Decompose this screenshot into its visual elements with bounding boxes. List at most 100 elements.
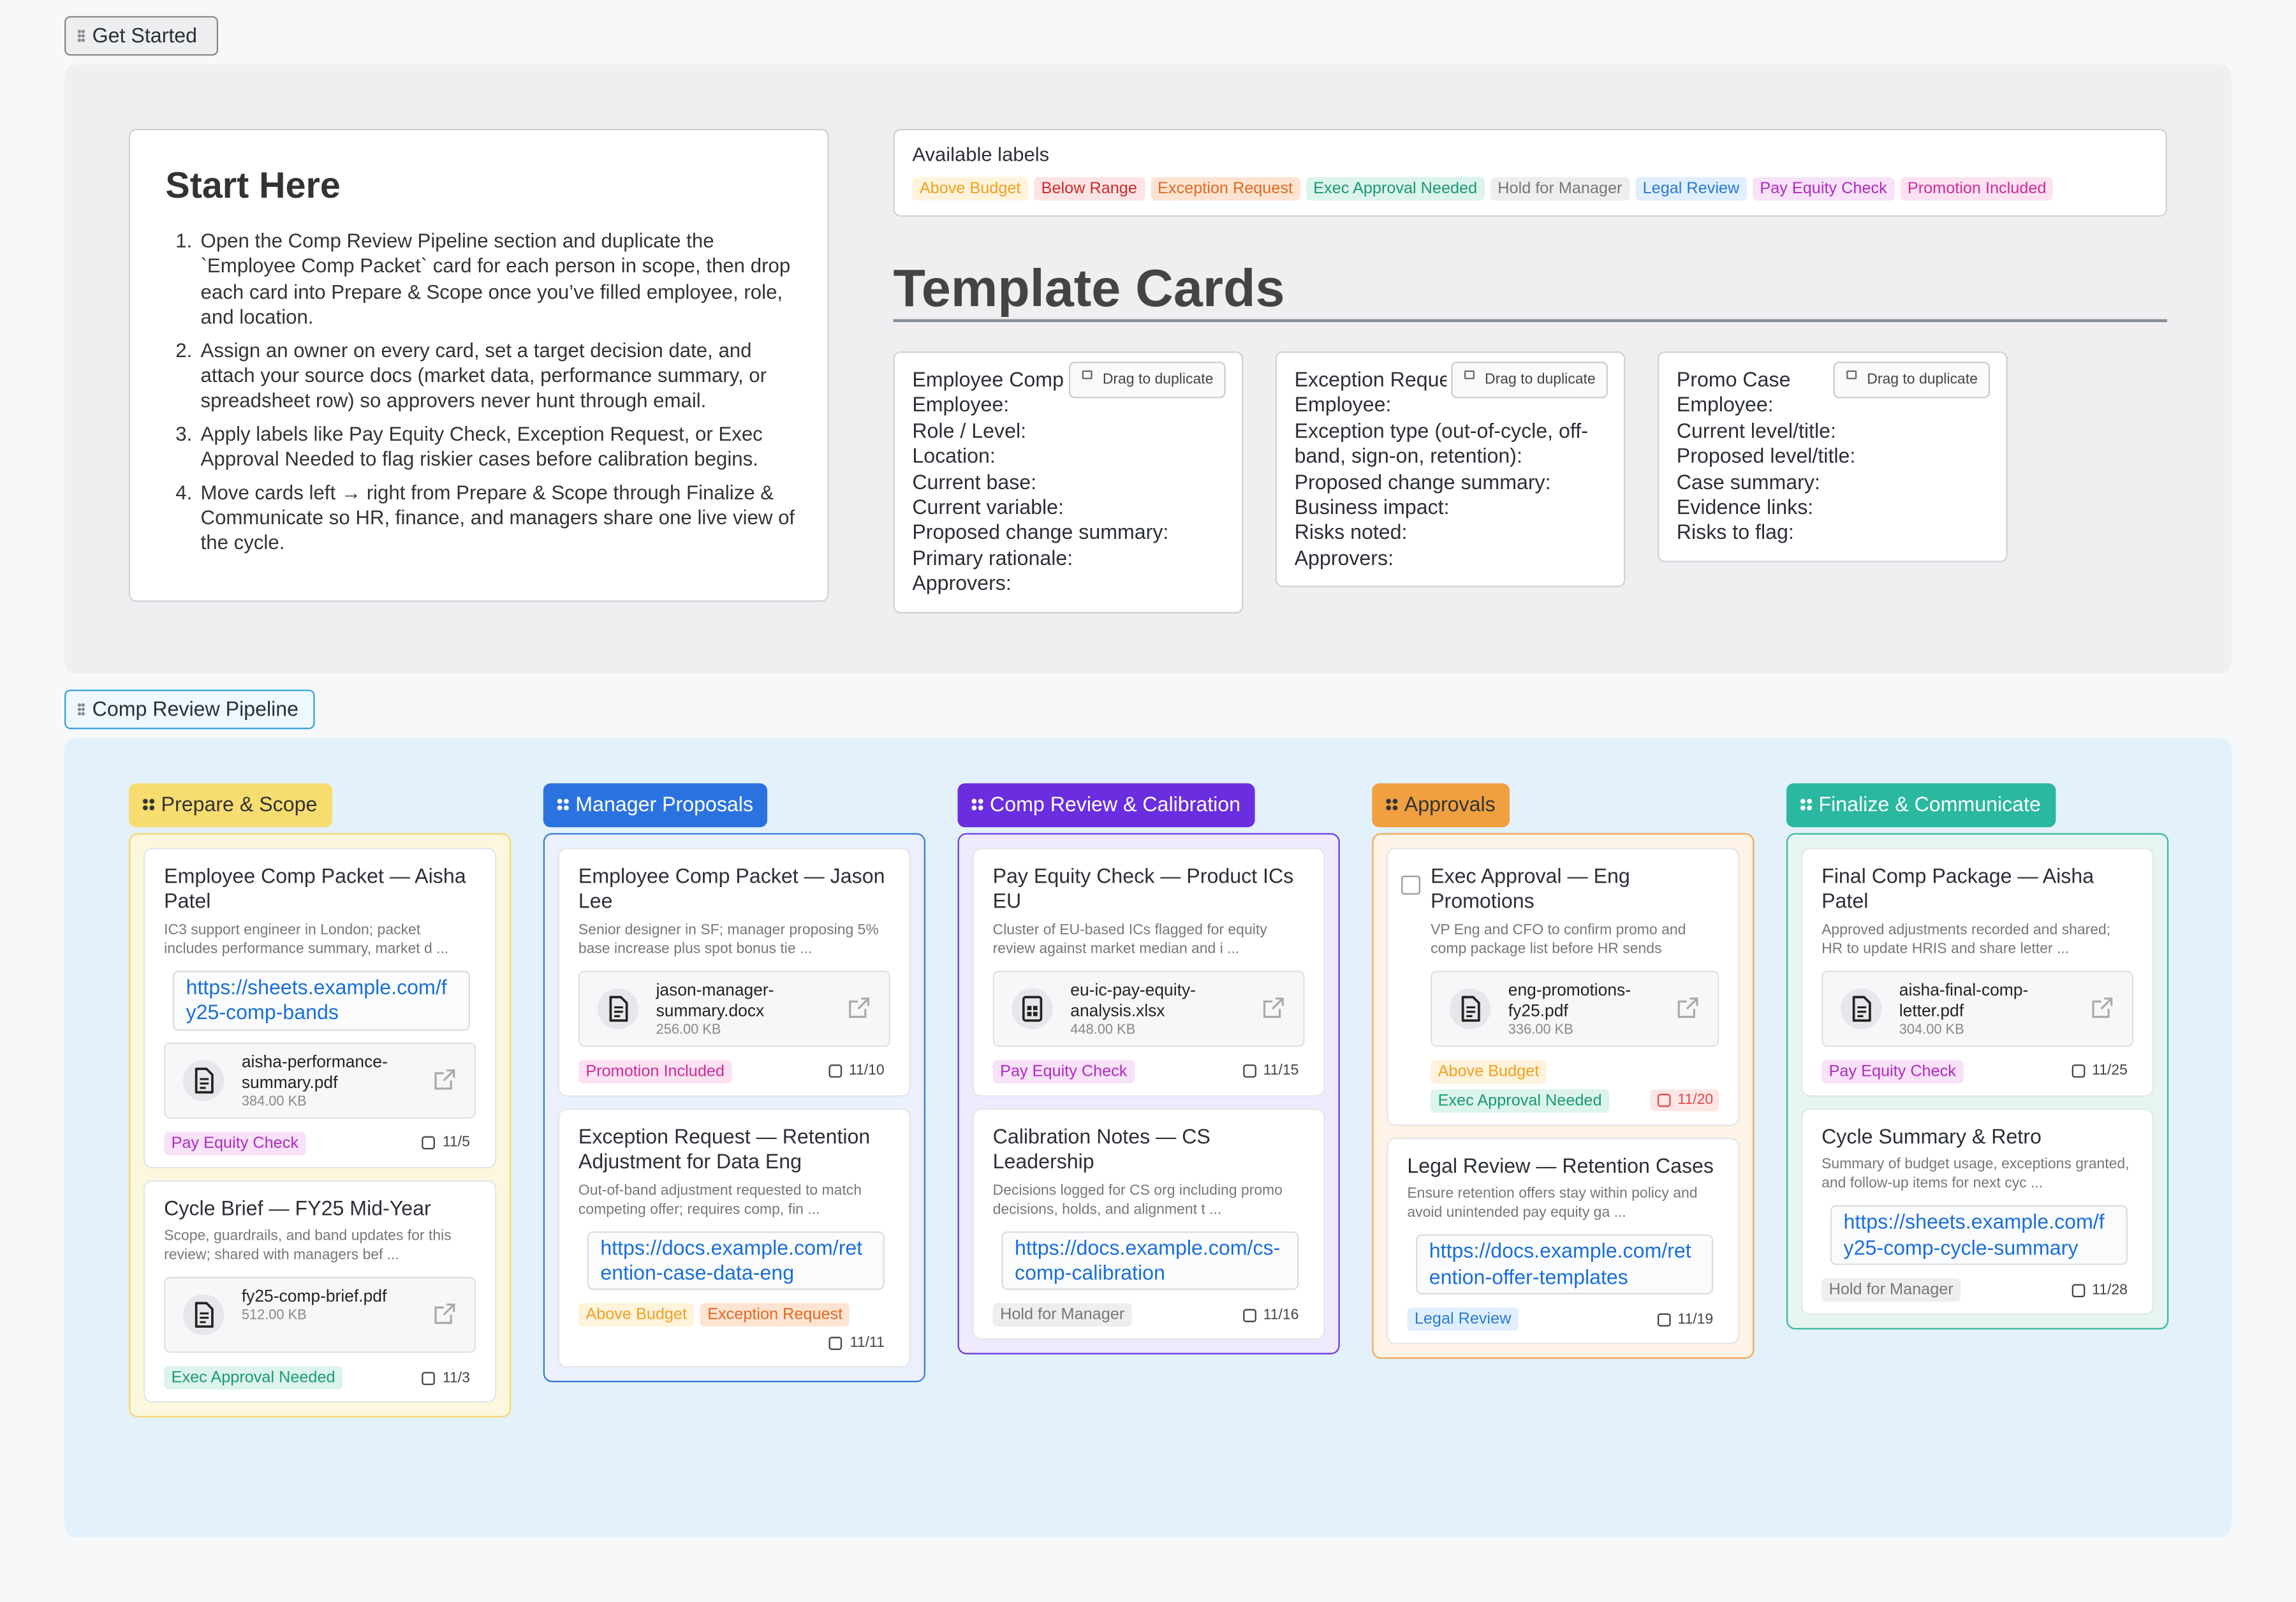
template-field: Exception type (out-of-cycle, off-band, … <box>1294 418 1588 467</box>
card-description: Scope, guardrails, and band updates for … <box>164 1228 452 1264</box>
due-date: 11/5 <box>415 1132 476 1154</box>
card[interactable]: Cycle Summary & Retro Summary of budget u… <box>1802 1109 2152 1314</box>
template-card-title: Exception Reque <box>1294 367 1447 392</box>
card-title: Legal Review — Retention Cases <box>1407 1153 1714 1177</box>
drag-chip[interactable]: Drag to duplicate <box>1451 362 1608 399</box>
step: Move cards left → right from Prepare & S… <box>198 480 798 556</box>
attachment-name: jason-manager-summary.docx 256.00 KB <box>656 981 830 1040</box>
due-date: 11/11 <box>822 1333 890 1355</box>
card-link[interactable]: https://docs.example.com/retention-case-… <box>587 1230 885 1291</box>
card[interactable]: Exception Request — Retention Adjustment… <box>559 1109 909 1367</box>
card-footer: Exec Approval Needed 11/3 <box>164 1366 476 1390</box>
label-chip: Pay Equity Check <box>992 1059 1135 1084</box>
icon <box>849 997 870 1018</box>
column: Pay Equity Check — Product ICs EU Cluster… <box>957 833 1340 1355</box>
icon <box>1449 988 1491 1029</box>
template-field: Evidence links: <box>1676 495 1814 518</box>
template-field: Current level/title: <box>1676 418 1836 442</box>
card-link[interactable]: https://sheets.example.com/fy25-comp-ban… <box>172 970 470 1031</box>
template-field: Employee: <box>1676 393 1774 416</box>
column: Final Comp Package — Aisha Patel Approved… <box>1786 833 2169 1330</box>
label-chip: Exec Approval Needed <box>164 1366 343 1390</box>
due-date: 11/20 <box>1649 1089 1719 1112</box>
checkbox[interactable] <box>1401 875 1421 895</box>
card-description: Decisions logged for CS org including pr… <box>992 1182 1283 1218</box>
card[interactable]: Employee Comp Packet — Jason Lee Senior d… <box>559 849 909 1095</box>
column-header[interactable]: Prepare & Scope <box>129 783 332 828</box>
card-title: Exception Request — Retention Adjustment… <box>578 1124 871 1173</box>
column-header[interactable]: Comp Review & Calibration <box>957 783 1256 828</box>
label-chip: Below Range <box>1034 177 1145 201</box>
card-title: Pay Equity Check — Product ICs EU <box>992 863 1294 913</box>
attachment[interactable]: fy25-comp-brief.pdf 512.00 KB <box>164 1277 476 1353</box>
template-field: Role / Level: <box>912 418 1027 442</box>
step: Open the Comp Review Pipeline section an… <box>198 228 798 330</box>
column-header[interactable]: Approvals <box>1372 783 1510 828</box>
due-date: 11/3 <box>415 1367 476 1388</box>
icon <box>1012 988 1053 1029</box>
card-footer: Hold for Manager 11/16 <box>992 1304 1305 1328</box>
attachment-name: fy25-comp-brief.pdf 512.00 KB <box>242 1287 416 1325</box>
label-chip: Hold for Manager <box>1490 177 1630 201</box>
card-link[interactable]: https://docs.example.com/retention-offer… <box>1416 1234 1714 1295</box>
attachment[interactable]: aisha-performance-summary.pdf 384.00 KB <box>164 1041 476 1119</box>
template-field: Risks noted: <box>1294 520 1408 544</box>
card-description: Approved adjustments recorded and shared… <box>1821 922 2111 958</box>
card[interactable]: Pay Equity Check — Product ICs EU Cluster… <box>973 849 1324 1095</box>
card-title: Exec Approval — Eng Promotions <box>1431 863 1630 913</box>
icon <box>1677 997 1698 1018</box>
attachment[interactable]: jason-manager-summary.docx 256.00 KB <box>578 970 890 1047</box>
card-description: Summary of budget usage, exceptions gran… <box>1821 1157 2130 1193</box>
icon <box>182 1059 224 1101</box>
icon <box>182 1294 224 1335</box>
label-chip: Hold for Manager <box>1821 1278 1961 1302</box>
attachment-name: eng-promotions-fy25.pdf 336.00 KB <box>1508 981 1659 1040</box>
card-link[interactable]: https://docs.example.com/cs-comp-calibra… <box>1001 1230 1299 1291</box>
attachment[interactable]: eng-promotions-fy25.pdf 336.00 KB <box>1431 970 1719 1047</box>
label-chip: Legal Review <box>1635 177 1747 201</box>
due-date: 11/19 <box>1650 1308 1719 1330</box>
attachment[interactable]: eu-ic-pay-equity-analysis.xlsx 448.00 KB <box>992 970 1305 1047</box>
card[interactable]: Calibration Notes — CS Leadership Decisio… <box>973 1109 1324 1339</box>
start-here-title: Start Here <box>165 165 341 207</box>
card-title: Cycle Summary & Retro <box>1821 1124 2042 1148</box>
card-link[interactable]: https://sheets.example.com/fy25-comp-cyc… <box>1830 1205 2128 1265</box>
card[interactable]: Exec Approval — Eng Promotions VP Eng and… <box>1388 849 1739 1124</box>
card-title: Final Comp Package — Aisha Patel <box>1821 863 2094 913</box>
column-header[interactable]: Manager Proposals <box>543 783 768 828</box>
card-description: Ensure retention offers stay within poli… <box>1407 1186 1698 1222</box>
card[interactable]: Employee Comp Packet — Aisha Patel IC3 su… <box>145 849 496 1166</box>
template-field: Risks to flag: <box>1676 520 1794 544</box>
available-labels-title: Available labels <box>912 143 1050 166</box>
due-date: 11/25 <box>2064 1061 2134 1082</box>
due-date: 11/10 <box>821 1061 890 1082</box>
column: Exec Approval — Eng Promotions VP Eng and… <box>1372 833 1755 1359</box>
step: Assign an owner on every card, set a tar… <box>198 337 798 414</box>
card[interactable]: Legal Review — Retention Cases Ensure ret… <box>1388 1138 1739 1343</box>
card[interactable]: Cycle Brief — FY25 Mid-Year Scope, guardr… <box>145 1180 496 1402</box>
card-footer: Pay Equity Check 11/25 <box>1821 1059 2134 1084</box>
column: Employee Comp Packet — Aisha Patel IC3 su… <box>129 833 511 1418</box>
due-date: 11/16 <box>1235 1305 1305 1326</box>
attachment[interactable]: aisha-final-comp-letter.pdf 304.00 KB <box>1821 970 2134 1047</box>
card[interactable]: Final Comp Package — Aisha Patel Approved… <box>1802 849 2152 1095</box>
drag-chip[interactable]: Drag to duplicate <box>1833 362 1990 399</box>
template-card: Exception Reque Drag to duplicate Employee… <box>1275 351 1626 588</box>
step: Apply labels like Pay Equity Check, Exce… <box>198 422 798 473</box>
card-footer: Legal Review 11/19 <box>1407 1307 1719 1332</box>
label-chip: Exec Approval Needed <box>1306 177 1485 201</box>
card-footer: Above Budget Exception Request 11/11 <box>578 1304 890 1355</box>
template-field: Employee: <box>912 393 1010 416</box>
column-header[interactable]: Finalize & Communicate <box>1786 783 2056 828</box>
template-field: Approvers: <box>1294 546 1394 570</box>
label-chip: Pay Equity Check <box>1821 1059 1964 1084</box>
label-chip: Exec Approval Needed <box>1431 1089 1610 1113</box>
template-field: Primary rationale: <box>912 546 1073 570</box>
icon <box>1840 988 1882 1029</box>
available-labels: Available labels Above Budget Below Range E… <box>893 129 2167 217</box>
template-field: Business impact: <box>1294 495 1450 518</box>
drag-chip[interactable]: Drag to duplicate <box>1069 362 1225 399</box>
section-tag[interactable]: Comp Review Pipeline <box>64 689 315 730</box>
section-tag[interactable]: Get Started <box>64 16 219 56</box>
label-chip: Pay Equity Check <box>1752 177 1895 201</box>
